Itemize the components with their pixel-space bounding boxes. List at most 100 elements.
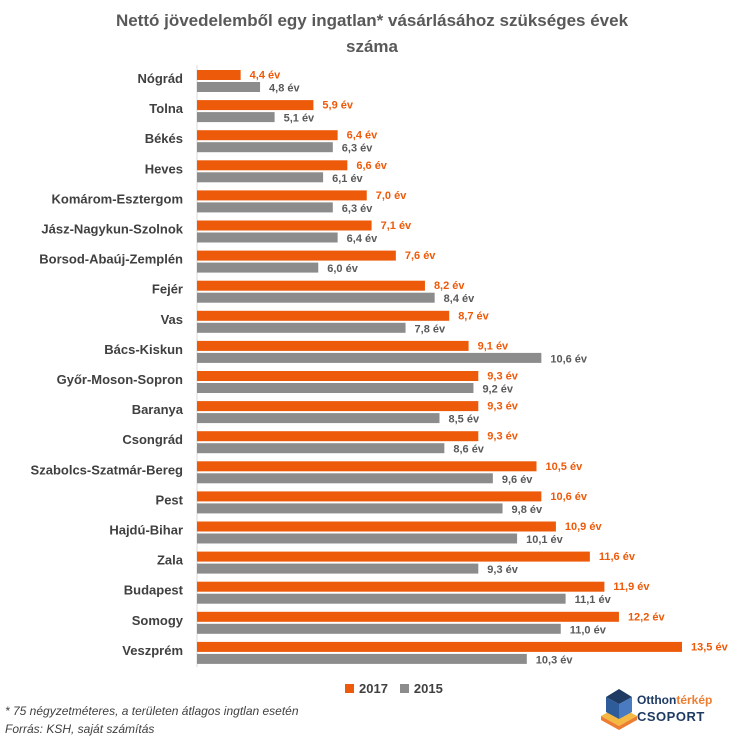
chart-title-line1: Nettó jövedelemből egy ingatlan* vásárlá… <box>115 11 629 30</box>
data-label-2015: 8,6 év <box>453 444 484 456</box>
logo-text-otthon: Otthon <box>637 693 677 707</box>
footnote-source: Forrás: KSH, saját számítás <box>5 722 155 736</box>
footnote-note: * 75 négyzetméteres, a területen átlagos… <box>5 704 299 718</box>
bar-2015 <box>197 322 406 333</box>
category-label: Jász-Nagykun-Szolnok <box>41 222 183 237</box>
bar-2015 <box>197 232 338 243</box>
bar-2015 <box>197 82 261 92</box>
bar-2015 <box>197 593 566 604</box>
data-label-2015: 6,3 év <box>342 143 373 155</box>
legend-label-2017: 2017 <box>359 680 388 696</box>
category-label: Somogy <box>132 613 184 628</box>
data-label-2015: 6,3 év <box>342 203 373 215</box>
category-label: Vas <box>161 312 183 327</box>
data-label-2017: 6,6 év <box>356 160 387 172</box>
data-label-2017: 6,4 év <box>347 130 378 142</box>
data-label-2015: 5,1 év <box>284 113 315 125</box>
bar-2017 <box>197 401 479 412</box>
data-label-2015: 11,1 év <box>575 594 612 606</box>
data-label-2015: 9,8 év <box>512 504 543 516</box>
data-label-2017: 9,3 év <box>487 431 518 443</box>
data-label-2017: 7,1 év <box>381 220 412 232</box>
data-label-2017: 5,9 év <box>322 100 353 112</box>
bar-2017 <box>197 340 469 351</box>
chart-title-line2: száma <box>346 37 398 56</box>
bar-2017 <box>197 310 450 321</box>
bar-2017 <box>197 521 556 532</box>
legend-item-2017: 2017 <box>345 681 388 696</box>
legend-label-2015: 2015 <box>413 680 443 696</box>
category-label: Bács-Kiskun <box>104 342 183 357</box>
category-label: Borsod-Abaúj-Zemplén <box>39 252 183 267</box>
category-label: Győr-Moson-Sopron <box>57 372 183 387</box>
bar-2017 <box>197 371 479 381</box>
bar-2017 <box>197 160 348 171</box>
bar-2015 <box>197 112 275 123</box>
category-label: Baranya <box>132 402 184 417</box>
bar-chart: Nógrád 4,4 év4,8 év Tolna 5,9 év 5,1 év Békés… <box>31 65 729 667</box>
company-logo: Otthontérkép CSOPORT <box>597 682 737 738</box>
data-label-2015: 7,8 év <box>415 323 446 335</box>
house-logo-icon <box>601 689 637 730</box>
data-label-2017: 9,3 év <box>487 401 518 413</box>
data-label-2017: 8,7 év <box>458 310 489 322</box>
data-label-2017: 8,2 év <box>434 280 465 292</box>
data-label-2015: 8,5 év <box>449 414 480 426</box>
data-label-2017: 13,5 év <box>691 641 729 653</box>
category-label: Nógrád <box>138 71 184 86</box>
data-label-2015: 9,6 év <box>502 474 533 486</box>
data-label-2017: 4,4 év <box>250 70 281 82</box>
data-label-2017: 10,6 év <box>550 491 588 503</box>
category-label: Fejér <box>152 282 183 297</box>
data-label-2015: 9,3 év <box>487 564 518 576</box>
bar-2017 <box>197 250 396 261</box>
category-label: Heves <box>145 161 183 176</box>
data-label-2017: 9,3 év <box>487 371 518 383</box>
data-label-2017: 7,0 év <box>376 190 407 202</box>
bar-2017 <box>197 611 619 622</box>
category-label: Tolna <box>149 101 183 116</box>
category-label: Szabolcs-Szatmár-Bereg <box>31 462 183 477</box>
data-label-2015: 10,1 év <box>526 534 564 546</box>
legend-item-2015: 2015 <box>399 680 443 696</box>
category-label: Csongrád <box>122 432 183 447</box>
data-label-2015: 11,0 év <box>570 624 607 636</box>
bar-2015 <box>197 202 333 213</box>
bar-2015 <box>197 473 493 484</box>
data-label-2015: 4,8 év <box>269 83 300 95</box>
bar-2015 <box>197 533 518 544</box>
category-label: Komárom-Esztergom <box>52 191 183 206</box>
bar-2017 <box>197 461 537 472</box>
data-label-2015: 10,6 év <box>550 353 588 365</box>
category-label: Békés <box>145 131 183 146</box>
data-label-2017: 12,2 év <box>628 611 666 623</box>
data-label-2017: 7,6 év <box>405 250 436 262</box>
bar-2015 <box>197 292 435 303</box>
footnote: * 75 négyzetméteres, a területen átlagos… <box>5 702 299 738</box>
bar-2017 <box>197 220 372 231</box>
bar-2017 <box>197 431 479 442</box>
bar-2015 <box>197 503 503 514</box>
bar-2017 <box>197 641 682 652</box>
chart-title: Nettó jövedelemből egy ingatlan* vásárlá… <box>0 8 744 60</box>
data-label-2015: 6,0 év <box>327 263 358 275</box>
bar-2017 <box>197 491 542 502</box>
bar-2017 <box>197 100 314 111</box>
logo-text-top: Otthontérkép <box>637 693 712 707</box>
data-label-2015: 6,1 év <box>332 173 363 185</box>
bar-2015 <box>197 623 561 634</box>
bar-2015 <box>197 352 542 363</box>
data-label-2017: 9,1 év <box>478 340 509 352</box>
data-label-2017: 11,6 év <box>599 551 636 563</box>
bar-2017 <box>197 70 241 80</box>
legend-swatch-2017 <box>345 683 354 693</box>
data-label-2015: 10,3 év <box>536 654 574 666</box>
category-label: Zala <box>157 553 184 568</box>
logo-text-terkep: térkép <box>676 693 713 707</box>
logo-text-csoport: CSOPORT <box>637 709 705 724</box>
data-label-2017: 10,9 év <box>565 521 603 533</box>
bar-2015 <box>197 413 440 424</box>
bar-2017 <box>197 130 338 141</box>
bar-2015 <box>197 172 324 183</box>
data-label-2015: 8,4 év <box>444 293 475 305</box>
